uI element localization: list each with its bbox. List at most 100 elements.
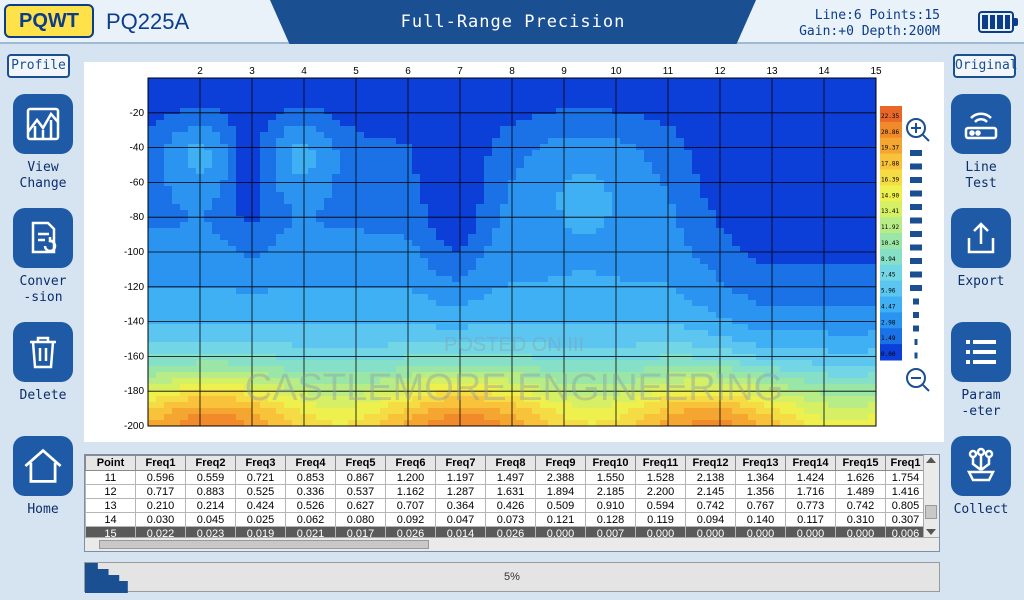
y-tick-label: -140 (124, 317, 144, 328)
export-button[interactable]: Export (938, 208, 1024, 290)
zoom-level-step[interactable] (913, 325, 919, 332)
zoom-level-step[interactable] (910, 231, 922, 237)
zoom-level-step[interactable] (913, 312, 919, 318)
zoom-level-step[interactable] (913, 298, 919, 305)
zoom-level-step[interactable] (910, 258, 922, 264)
document-convert-icon (13, 208, 73, 268)
zoom-level-step[interactable] (910, 271, 922, 278)
colorbar-label: 10.43 (881, 240, 899, 247)
page-title: Full-Range Precision (270, 0, 756, 44)
column-header[interactable]: Freq6 (385, 455, 436, 471)
x-tick-label: 13 (766, 66, 778, 77)
table-cell: 1.424 (785, 470, 836, 485)
horizontal-scrollbar[interactable] (85, 537, 939, 551)
table-cell: 0.509 (535, 498, 586, 513)
table-cell: 0.121 (535, 512, 586, 527)
column-header[interactable]: Freq9 (535, 455, 586, 471)
table-cell: 0.094 (685, 512, 736, 527)
table-cell: 0.030 (135, 512, 186, 527)
table-cell: 13 (85, 498, 136, 513)
y-tick-label: -200 (124, 421, 144, 432)
zoom-level-step[interactable] (910, 204, 922, 210)
zoom-level-step[interactable] (914, 339, 918, 345)
table-cell: 1.197 (435, 470, 486, 485)
line-test-button[interactable]: Line Test (938, 94, 1024, 192)
y-tick-label: -160 (124, 351, 144, 362)
column-header[interactable]: Freq3 (235, 455, 286, 471)
column-header[interactable]: Freq11 (635, 455, 686, 471)
zoom-level-step[interactable] (910, 163, 922, 170)
delete-button[interactable]: Delete (0, 322, 86, 404)
conversion-label-2: -sion (23, 290, 63, 305)
table-row[interactable]: 12 0.717 0.883 0.525 0.336 0.537 1.162 1.287 1.6… (85, 484, 926, 499)
column-header[interactable]: Freq1 (885, 455, 926, 471)
parameter-button[interactable]: Param -eter (938, 322, 1024, 420)
device-model: PQ225A (106, 9, 190, 34)
conversion-button[interactable]: Conver -sion (0, 208, 86, 306)
table-cell: 12 (85, 484, 136, 499)
x-tick-label: 2 (197, 66, 203, 77)
list-icon (951, 322, 1011, 382)
table-cell: 1.716 (785, 484, 836, 499)
column-header[interactable]: Freq14 (785, 455, 836, 471)
column-header[interactable]: Freq4 (285, 455, 336, 471)
table-cell: 0.214 (185, 498, 236, 513)
view-change-button[interactable]: View Change (0, 94, 86, 192)
table-row[interactable]: 13 0.210 0.214 0.424 0.526 0.627 0.707 0.364 0.4… (85, 498, 926, 513)
zoom-level-step[interactable] (910, 285, 922, 291)
vertical-scroll-thumb[interactable] (925, 505, 937, 519)
column-header[interactable]: Freq10 (585, 455, 636, 471)
table-row[interactable]: 11 0.596 0.559 0.721 0.853 0.867 1.200 1.197 1.4… (85, 470, 926, 485)
column-header[interactable]: Freq5 (335, 455, 386, 471)
profile-tab[interactable]: Profile (7, 54, 70, 78)
zoom-level-step[interactable] (910, 244, 922, 251)
collect-button[interactable]: Collect (938, 436, 1024, 518)
zoom-level-step[interactable] (910, 217, 922, 224)
chart-icon (13, 94, 73, 154)
original-tab[interactable]: Original (953, 54, 1018, 78)
zoom-level-step[interactable] (914, 352, 918, 359)
zoom-level-step[interactable] (910, 150, 922, 156)
zoom-level-step[interactable] (910, 177, 922, 183)
column-header[interactable]: Freq8 (485, 455, 536, 471)
zoom-level-indicator[interactable] (910, 150, 922, 359)
table-cell: 1.200 (385, 470, 436, 485)
table-cell: 1.287 (435, 484, 486, 499)
horizontal-scroll-thumb[interactable] (99, 540, 429, 549)
collect-label: Collect (953, 502, 1009, 517)
table-cell: 0.627 (335, 498, 386, 513)
colorbar-label: 16.39 (881, 176, 899, 183)
home-button[interactable]: Home (0, 436, 86, 518)
colorbar-label: 22.35 (881, 113, 899, 120)
colorbar-label: 17.88 (881, 161, 899, 168)
table-cell: 1.894 (535, 484, 586, 499)
vertical-scrollbar[interactable] (923, 455, 939, 537)
line-test-label-2: Test (965, 176, 997, 191)
colorbar-swatch (880, 137, 902, 155)
table-cell: 0.526 (285, 498, 336, 513)
colorbar-swatch (880, 296, 902, 313)
colorbar-swatch (880, 328, 902, 345)
colorbar-swatch (880, 185, 902, 202)
colorbar-label: 20.86 (881, 129, 899, 136)
column-header[interactable]: Freq15 (835, 455, 886, 471)
column-header[interactable]: Point (85, 455, 136, 471)
zoom-out-icon[interactable] (906, 368, 930, 392)
column-header[interactable]: Freq12 (685, 455, 736, 471)
home-icon (13, 436, 73, 496)
x-tick-label: 8 (509, 66, 515, 77)
colorbar-swatch (880, 248, 902, 266)
column-header[interactable]: Freq13 (735, 455, 786, 471)
zoom-level-step[interactable] (910, 190, 922, 197)
column-header[interactable]: Freq7 (435, 455, 486, 471)
zoom-in-icon[interactable] (906, 118, 930, 142)
status-line-gain: Gain:+0 Depth:200M (799, 24, 940, 39)
column-header[interactable]: Freq1 (135, 455, 186, 471)
table-row[interactable]: 14 0.030 0.045 0.025 0.062 0.080 0.092 0.047 0.0… (85, 512, 926, 527)
table-cell: 0.128 (585, 512, 636, 527)
column-header[interactable]: Freq2 (185, 455, 236, 471)
colorbar-swatch (880, 201, 902, 218)
table-cell: 0.092 (385, 512, 436, 527)
x-tick-label: 6 (405, 66, 411, 77)
table-cell: 0.364 (435, 498, 486, 513)
